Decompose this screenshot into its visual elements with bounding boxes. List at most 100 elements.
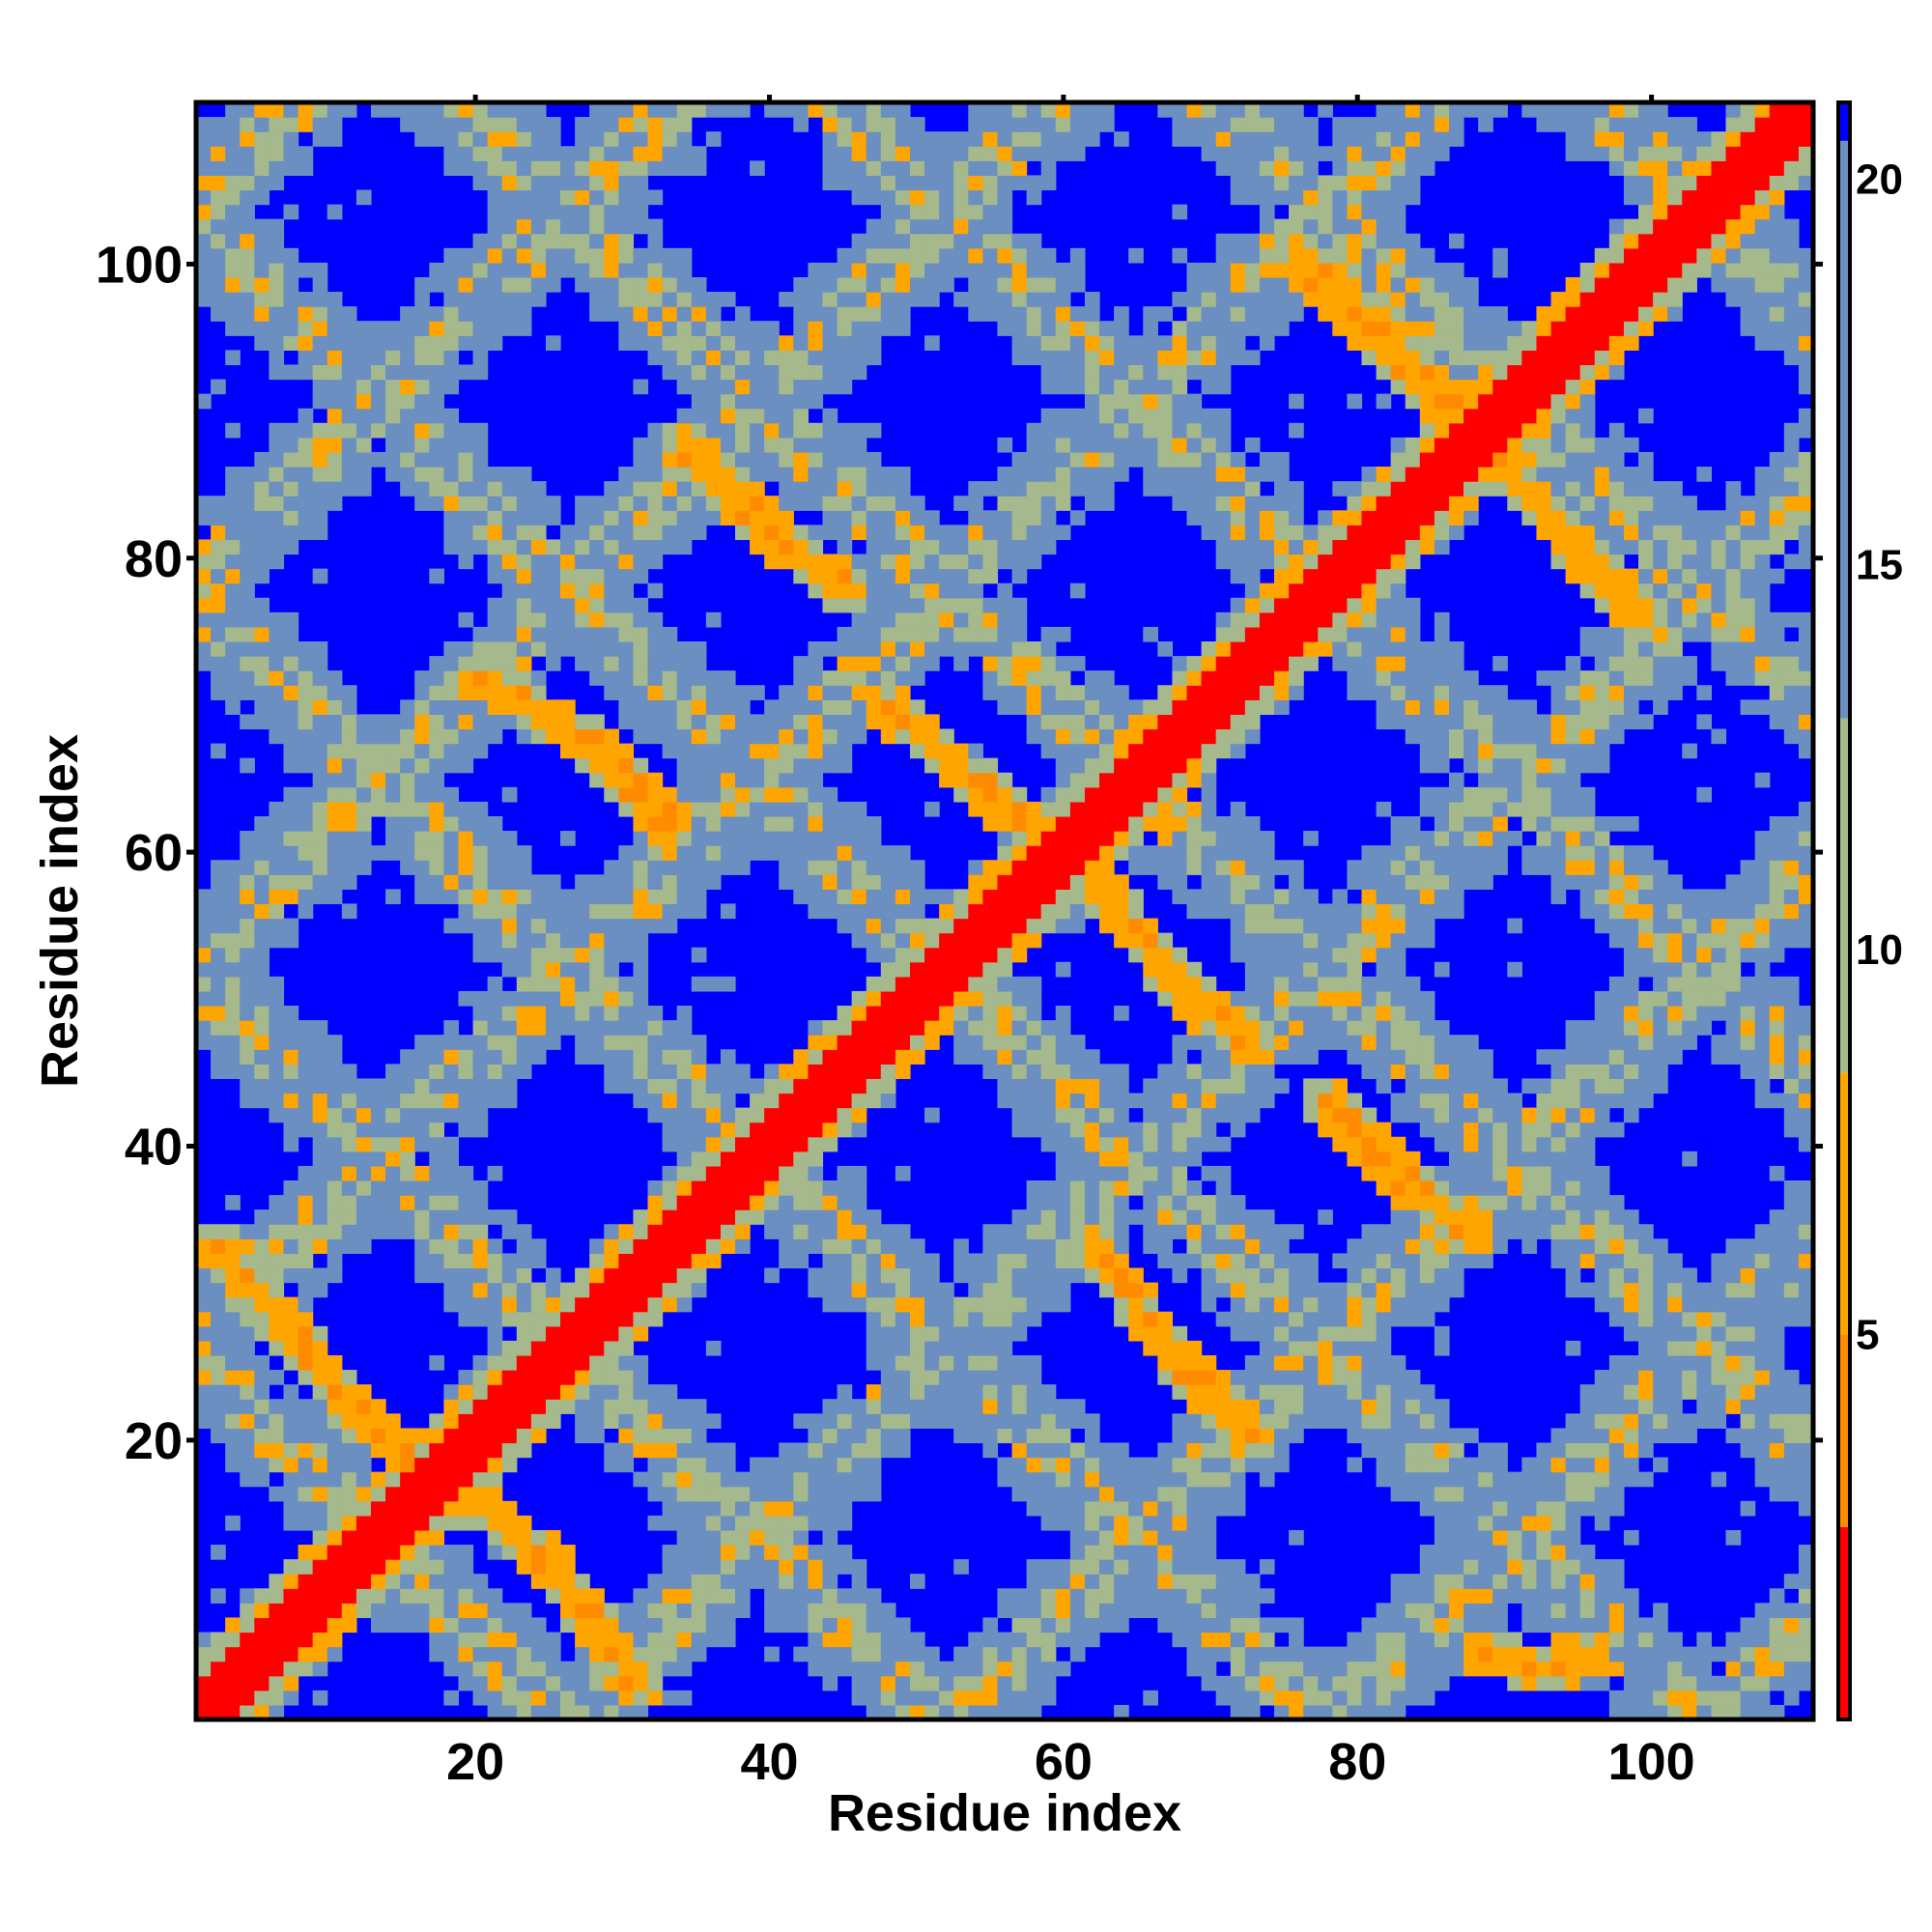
heatmap-cell xyxy=(895,1675,911,1691)
heatmap-cell xyxy=(196,932,212,949)
heatmap-cell xyxy=(400,1442,415,1459)
heatmap-cell xyxy=(793,1151,809,1167)
heatmap-cell xyxy=(779,1107,794,1123)
heatmap-cell xyxy=(705,801,722,817)
heatmap-cell xyxy=(545,568,561,584)
heatmap-cell xyxy=(370,335,386,351)
heatmap-cell xyxy=(618,568,635,584)
heatmap-cell xyxy=(676,1165,693,1181)
heatmap-cell xyxy=(501,262,518,278)
heatmap-cell xyxy=(633,889,649,905)
heatmap-cell xyxy=(443,1035,460,1050)
heatmap-cell xyxy=(618,1457,635,1473)
heatmap-cell xyxy=(327,451,343,468)
heatmap-cell xyxy=(516,204,532,220)
heatmap-cell xyxy=(472,1457,489,1473)
heatmap-cell xyxy=(196,146,212,161)
heatmap-cell xyxy=(355,714,372,730)
heatmap-cell xyxy=(545,699,561,715)
heatmap-cell xyxy=(851,510,867,526)
heatmap-cell xyxy=(1172,976,1188,992)
heatmap-cell xyxy=(211,860,226,875)
heatmap-cell xyxy=(429,467,444,482)
heatmap-cell xyxy=(225,1253,241,1269)
heatmap-cell xyxy=(895,947,911,963)
heatmap-cell xyxy=(341,1559,357,1575)
heatmap-cell xyxy=(735,1238,751,1254)
heatmap-cell xyxy=(822,582,838,599)
heatmap-cell xyxy=(953,932,969,949)
heatmap-cell xyxy=(1201,656,1217,671)
heatmap-cell xyxy=(254,1020,270,1036)
heatmap-cell xyxy=(269,1442,285,1459)
heatmap-cell xyxy=(516,1661,532,1677)
heatmap-cell xyxy=(895,932,911,949)
heatmap-cell xyxy=(1026,699,1042,715)
heatmap-cell xyxy=(429,1500,444,1517)
heatmap-cell xyxy=(1011,1661,1028,1677)
heatmap-cell xyxy=(866,1093,882,1109)
heatmap-cell xyxy=(837,276,853,293)
heatmap-cell xyxy=(225,1370,241,1385)
heatmap-cell xyxy=(1026,1238,1042,1254)
heatmap-cell xyxy=(735,1136,751,1152)
heatmap-cell xyxy=(895,1704,911,1720)
heatmap-cell xyxy=(1069,1195,1086,1210)
heatmap-cell xyxy=(370,1471,386,1488)
heatmap-cell xyxy=(327,1486,343,1502)
heatmap-cell xyxy=(575,1690,590,1706)
heatmap-cell xyxy=(808,393,824,410)
heatmap-cell xyxy=(545,175,561,191)
heatmap-cell xyxy=(341,743,357,759)
heatmap-cell xyxy=(487,685,503,700)
heatmap-cell xyxy=(458,1311,474,1327)
heatmap-cell xyxy=(1099,408,1115,424)
heatmap-cell xyxy=(837,1224,853,1239)
heatmap-cell xyxy=(283,786,299,803)
heatmap-cell xyxy=(851,1675,867,1691)
heatmap-cell xyxy=(560,175,576,191)
heatmap-cell xyxy=(720,786,736,803)
heatmap-cell xyxy=(1114,772,1129,788)
heatmap-cell xyxy=(1069,262,1086,278)
heatmap-cell xyxy=(458,831,474,846)
heatmap-cell xyxy=(968,568,983,584)
heatmap-cell xyxy=(851,1209,867,1225)
heatmap-cell xyxy=(691,815,707,832)
heatmap-cell xyxy=(341,685,357,700)
heatmap-cell xyxy=(1201,1107,1217,1123)
heatmap-cell xyxy=(283,1093,299,1109)
heatmap-cell xyxy=(589,918,605,934)
heatmap-cell xyxy=(691,1064,707,1080)
heatmap-cell xyxy=(298,1545,314,1560)
heatmap-cell xyxy=(443,350,460,366)
heatmap-cell xyxy=(1215,1486,1232,1502)
heatmap-cell xyxy=(575,1399,590,1414)
heatmap-cell xyxy=(705,102,722,118)
heatmap-cell xyxy=(647,1064,664,1080)
heatmap-cell xyxy=(691,451,707,468)
heatmap-cell xyxy=(968,597,983,613)
heatmap-cell xyxy=(385,1603,401,1619)
heatmap-cell xyxy=(880,714,896,730)
heatmap-cell xyxy=(676,1588,693,1604)
heatmap-cell xyxy=(472,1471,489,1488)
heatmap-cell xyxy=(589,218,605,235)
heatmap-cell xyxy=(1084,728,1100,745)
heatmap-cell xyxy=(458,131,474,147)
heatmap-cell xyxy=(298,860,314,875)
heatmap-cell xyxy=(341,845,357,861)
heatmap-cell xyxy=(355,1224,372,1239)
heatmap-cell xyxy=(1084,467,1100,482)
heatmap-cell xyxy=(997,204,1013,220)
heatmap-cell xyxy=(1026,1020,1042,1036)
heatmap-cell xyxy=(530,292,547,307)
heatmap-cell xyxy=(487,306,503,322)
heatmap-cell xyxy=(808,554,824,570)
heatmap-cell xyxy=(283,1311,299,1327)
heatmap-cell xyxy=(720,1078,736,1094)
heatmap-cell xyxy=(385,1515,401,1531)
heatmap-cell xyxy=(575,1035,590,1050)
heatmap-cell xyxy=(924,525,940,541)
heatmap-cell xyxy=(254,247,270,264)
